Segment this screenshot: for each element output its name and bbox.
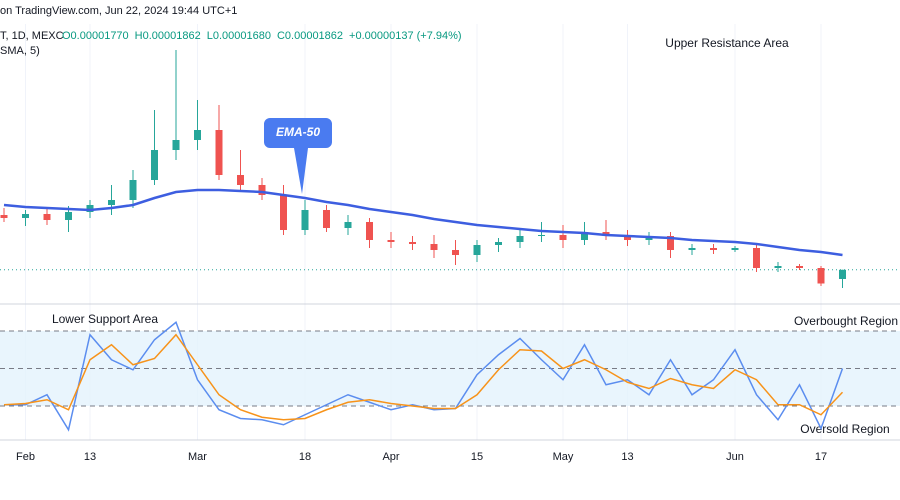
ohlc-value: H0.00001862 — [135, 30, 201, 42]
annotation: Lower Support Area — [52, 312, 158, 326]
ohlc-legend: O0.00001770 H0.00001862 L0.00001680 C0.0000… — [62, 30, 462, 42]
x-tick-label: 13 — [621, 451, 633, 463]
candle-body — [581, 232, 588, 240]
candle-body — [839, 269, 846, 279]
candle-body — [344, 222, 352, 228]
candle-body — [301, 210, 309, 230]
candle-body — [774, 266, 782, 268]
symbol: T, 1D, MEXC — [0, 30, 64, 42]
candle-body — [817, 268, 825, 284]
annotation: Upper Resistance Area — [665, 36, 789, 50]
candle-body — [323, 210, 330, 228]
candle-body — [387, 240, 395, 242]
candle-body — [215, 130, 223, 175]
candle-body — [430, 244, 438, 250]
candle-body — [194, 130, 201, 140]
ema-line — [3, 188, 843, 257]
candle-body — [559, 235, 567, 240]
candle-body — [710, 248, 717, 250]
candle-body — [108, 200, 115, 205]
ohlc-value: L0.00001680 — [207, 30, 271, 42]
candle-body — [538, 235, 545, 236]
candle-body — [43, 214, 51, 220]
x-tick-label: 18 — [299, 451, 311, 463]
x-tick-label: 15 — [471, 451, 483, 463]
callout-label: EMA-50 — [276, 125, 320, 139]
ema-callout: EMA-50 — [264, 118, 332, 194]
candle-body — [452, 250, 459, 255]
candle-body — [624, 236, 631, 240]
candle-body — [86, 205, 94, 212]
candle-body — [258, 185, 266, 195]
ohlc-value: +0.00000137 (+7.94%) — [349, 30, 462, 42]
candle-body — [151, 150, 158, 180]
indicator-label: SMA, 5) — [0, 45, 40, 57]
candle-body — [731, 248, 739, 250]
ohlc-value: O0.00001770 — [62, 30, 129, 42]
ohlc-value: C0.00001862 — [277, 30, 343, 42]
candle-body — [753, 248, 760, 268]
annotation: Oversold Region — [800, 422, 889, 436]
x-tick-label: 13 — [84, 451, 96, 463]
x-tick-label: Mar — [188, 451, 207, 463]
candle-body — [688, 248, 696, 250]
candle-body — [172, 140, 180, 150]
annotation: Overbought Region — [794, 314, 898, 328]
candle-body — [473, 245, 481, 255]
candle-body — [22, 214, 29, 218]
candle-body — [667, 236, 674, 250]
candle-body — [280, 195, 287, 230]
band-layer — [0, 330, 900, 407]
x-tick-label: Jun — [726, 451, 744, 463]
candle-body — [129, 180, 137, 200]
candle-body — [237, 175, 244, 185]
lines-layer — [3, 188, 844, 432]
candle-body — [0, 215, 8, 218]
candle-body — [409, 242, 416, 244]
oscillator-line — [3, 333, 844, 421]
candle-body — [495, 242, 502, 245]
candle-body — [65, 212, 72, 220]
candle-body — [516, 236, 524, 242]
candle-body — [796, 266, 803, 268]
x-tick-label: Feb — [16, 451, 35, 463]
x-tick-label: Apr — [382, 451, 399, 463]
x-tick-label: 17 — [815, 451, 827, 463]
header-source: on TradingView.com, Jun 22, 2024 19:44 U… — [0, 5, 237, 17]
callout-box — [264, 118, 332, 194]
candle-body — [366, 222, 373, 240]
x-tick-label: May — [553, 451, 574, 463]
